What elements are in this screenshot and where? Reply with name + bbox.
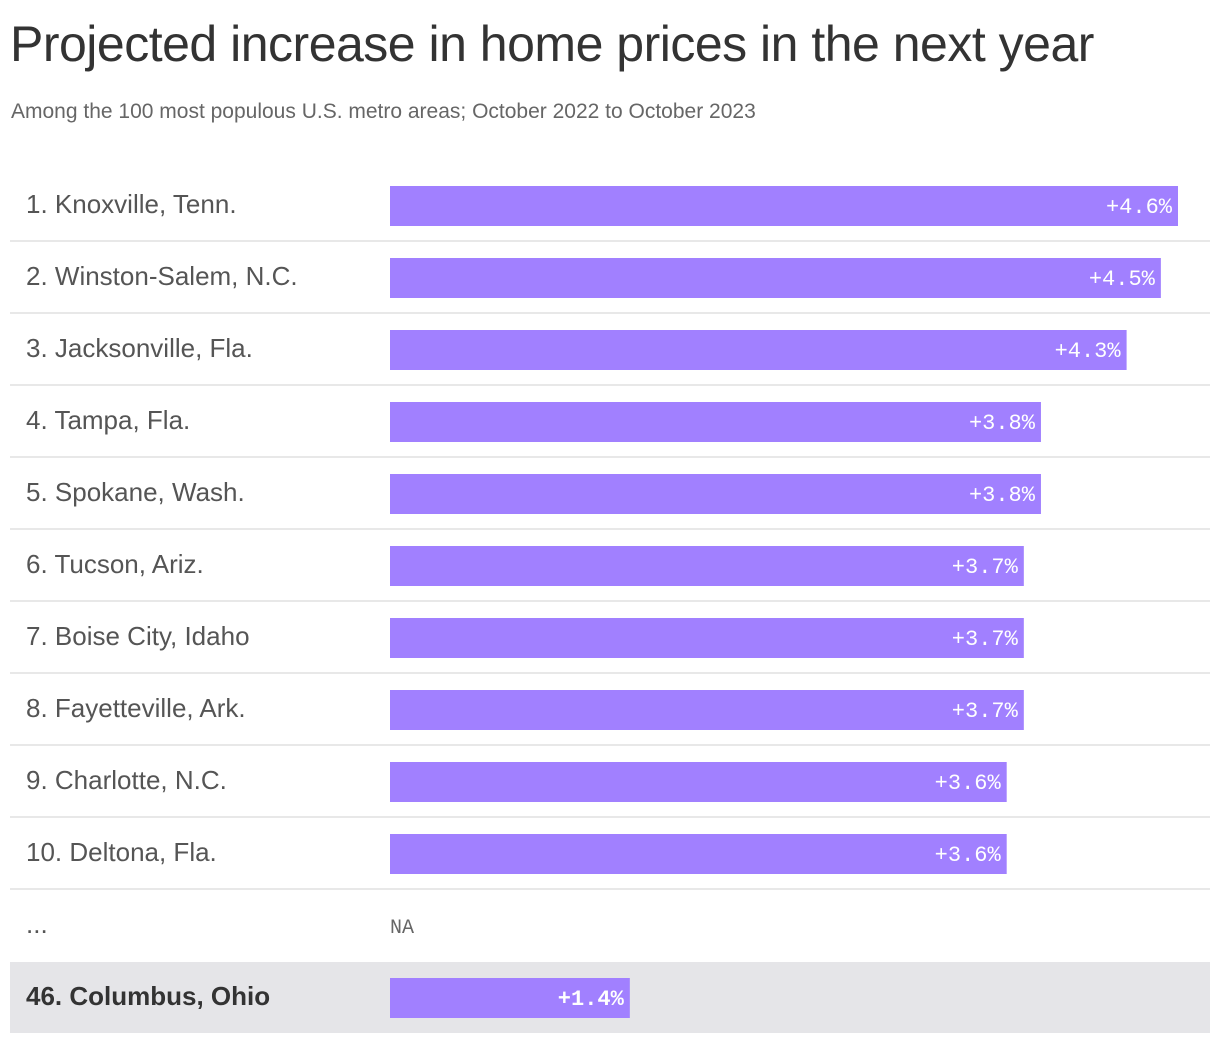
na-label: NA: [390, 917, 414, 940]
data-label: +3.7%: [952, 627, 1019, 652]
row-label: 8. Fayetteville, Ark.: [26, 693, 246, 723]
row-label: 6. Tucson, Ariz.: [26, 549, 204, 579]
row-label: 1. Knoxville, Tenn.: [26, 189, 237, 219]
row-label: 3. Jacksonville, Fla.: [26, 333, 253, 363]
row-label: 2. Winston-Salem, N.C.: [26, 261, 298, 291]
bar: [390, 690, 1024, 730]
bar: [390, 978, 630, 1018]
data-label: +1.4%: [558, 987, 625, 1012]
bar: [390, 330, 1127, 370]
data-label: +4.5%: [1089, 267, 1156, 292]
data-label: +4.3%: [1055, 339, 1122, 364]
bar: [390, 186, 1178, 226]
data-label: +3.7%: [952, 699, 1019, 724]
row-label: 9. Charlotte, N.C.: [26, 765, 227, 795]
row-label: 4. Tampa, Fla.: [26, 405, 190, 435]
chart-subtitle: Among the 100 most populous U.S. metro a…: [11, 100, 756, 123]
row-label: 5. Spokane, Wash.: [26, 477, 245, 507]
data-label: +3.8%: [969, 411, 1036, 436]
chart-title: Projected increase in home prices in the…: [10, 16, 1094, 72]
bar: [390, 762, 1007, 802]
data-label: +4.6%: [1106, 195, 1173, 220]
bar: [390, 834, 1007, 874]
row-label: 7. Boise City, Idaho: [26, 621, 250, 651]
data-label: +3.7%: [952, 555, 1019, 580]
data-label: +3.6%: [935, 771, 1002, 796]
bar: [390, 474, 1041, 514]
bar: [390, 258, 1161, 298]
bar: [390, 618, 1024, 658]
bar: [390, 546, 1024, 586]
row-label: 46. Columbus, Ohio: [26, 981, 270, 1011]
row-label: 10. Deltona, Fla.: [26, 837, 217, 867]
data-label: +3.6%: [935, 843, 1002, 868]
bar: [390, 402, 1041, 442]
row-label: ...: [26, 909, 48, 939]
data-label: +3.8%: [969, 483, 1036, 508]
